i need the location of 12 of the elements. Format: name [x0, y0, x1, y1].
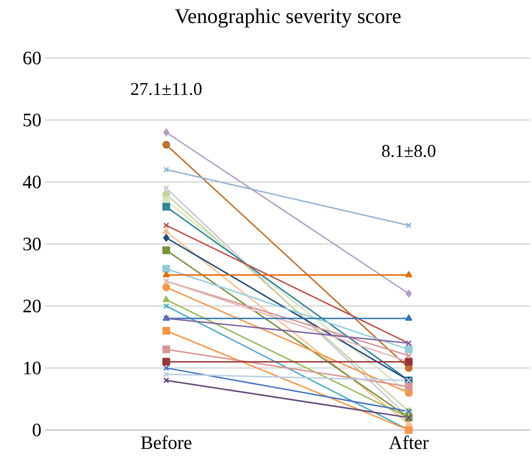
y-tick-label: 60	[23, 52, 41, 64]
y-tick-label: 10	[24, 362, 41, 374]
annotation: 27.1±11.0	[131, 82, 202, 96]
y-tick-label: 30	[23, 238, 41, 250]
y-tick-label: 0	[32, 424, 41, 436]
y-tick-label: 40	[22, 176, 41, 188]
y-tick-label: 50	[24, 114, 41, 126]
x-tick-label: After	[388, 436, 429, 450]
annotation: 8.1±8.0	[382, 144, 436, 158]
y-tick-label: 20	[23, 300, 41, 312]
x-tick-label: Before	[141, 436, 192, 450]
chart-title: Venographic severity score	[174, 8, 401, 28]
